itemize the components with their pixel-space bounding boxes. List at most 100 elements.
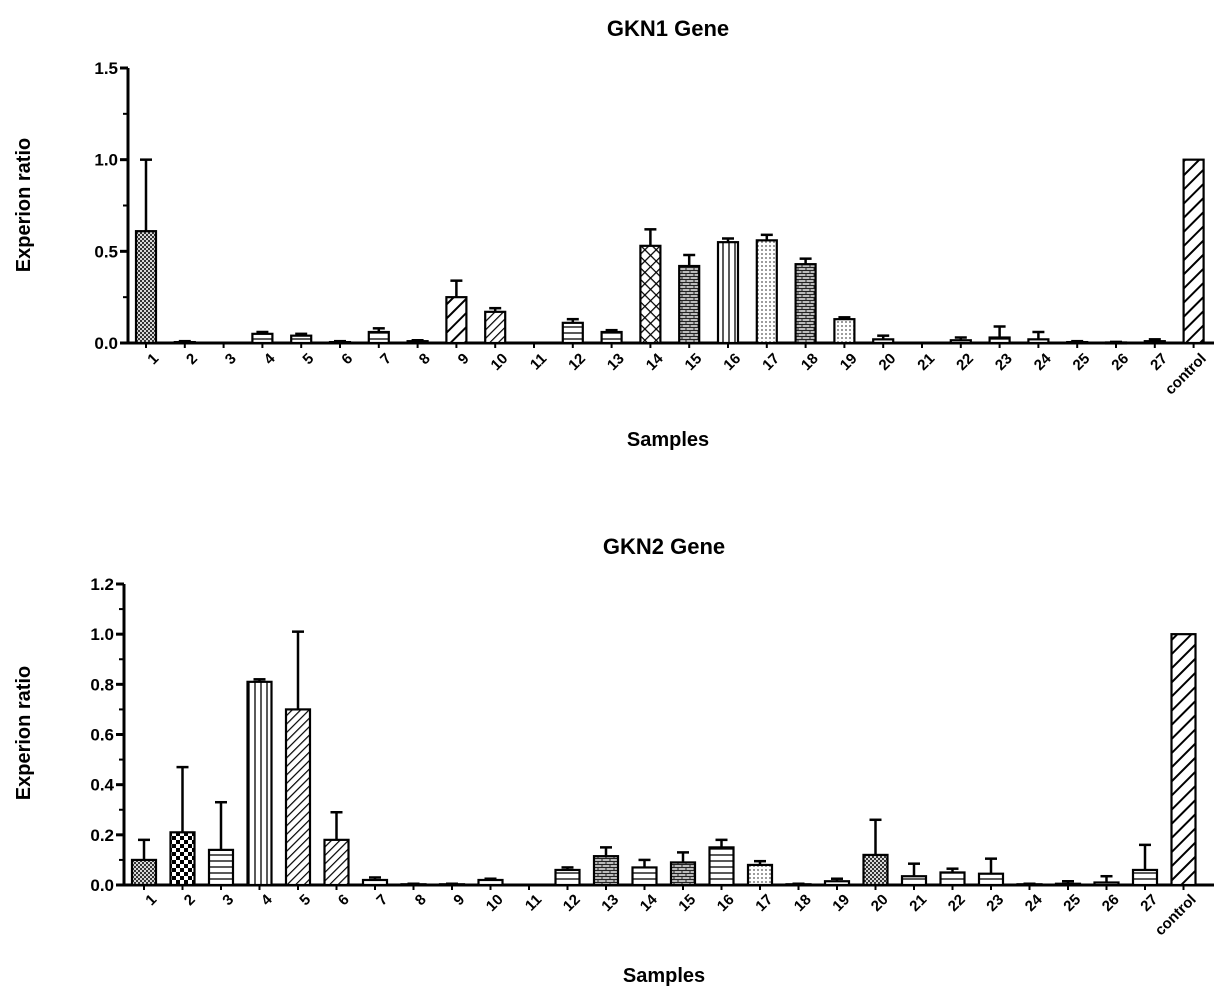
y-tick-label: 0.5 <box>94 242 118 261</box>
bar <box>825 881 849 885</box>
bar <box>556 870 580 885</box>
x-tick-label: 9 <box>455 350 473 368</box>
bar <box>286 709 310 885</box>
bar <box>679 266 699 343</box>
bar <box>796 264 816 343</box>
x-axis-label: Samples <box>623 965 705 987</box>
x-tick-label: 21 <box>906 891 930 915</box>
x-tick-label: 18 <box>791 891 815 915</box>
x-tick-label: 27 <box>1137 891 1161 915</box>
bar <box>864 855 888 885</box>
bar <box>1133 870 1157 885</box>
x-tick-label: 22 <box>953 350 977 374</box>
x-tick-label: 15 <box>675 891 699 915</box>
x-tick-label: 26 <box>1099 891 1123 915</box>
x-axis-label: Samples <box>627 429 709 451</box>
x-tick-label: 23 <box>992 350 1016 374</box>
y-tick-label: 1.0 <box>94 151 118 170</box>
bar <box>1056 884 1080 885</box>
x-tick-label: 2 <box>181 891 199 909</box>
bar <box>941 872 965 885</box>
bar <box>363 880 387 885</box>
bar <box>1095 882 1119 885</box>
x-tick-label: 26 <box>1108 350 1132 374</box>
x-tick-label: 6 <box>338 350 356 368</box>
y-tick-label: 0.6 <box>90 726 114 745</box>
x-tick-label: 22 <box>945 891 969 915</box>
x-tick-label: control <box>1152 891 1200 939</box>
bar <box>1184 160 1204 343</box>
x-tick-label: 27 <box>1147 350 1171 374</box>
x-tick-label: 13 <box>604 350 628 374</box>
x-tick-label: 4 <box>261 350 279 368</box>
x-tick-label: 25 <box>1070 350 1094 374</box>
bar <box>757 240 777 343</box>
x-tick-label: 8 <box>416 350 434 368</box>
x-tick-label: 11 <box>527 350 550 373</box>
x-tick-label: 24 <box>1022 891 1046 915</box>
x-tick-label: 17 <box>759 350 783 374</box>
x-tick-label: 16 <box>720 350 744 374</box>
y-tick-label: 1.2 <box>90 575 114 594</box>
bar <box>1145 341 1165 343</box>
x-tick-label: 21 <box>914 350 938 374</box>
bar <box>479 880 503 885</box>
x-tick-label: 4 <box>258 891 276 909</box>
x-tick-label: 19 <box>837 350 861 374</box>
y-axis-label: Experion ratio <box>13 138 35 272</box>
x-tick-label: 2 <box>183 350 201 368</box>
bar <box>748 865 772 885</box>
x-tick-label: 6 <box>335 891 353 909</box>
x-tick-label: 14 <box>637 891 661 915</box>
bar <box>136 231 156 343</box>
x-tick-label: 1 <box>144 350 162 368</box>
x-tick-label: 20 <box>868 891 892 915</box>
bar <box>209 850 233 885</box>
bar <box>1172 634 1196 885</box>
bar <box>325 840 349 885</box>
bar <box>902 876 926 885</box>
x-tick-label: 8 <box>412 891 430 909</box>
bar <box>602 332 622 343</box>
x-tick-label: 7 <box>377 350 395 368</box>
x-tick-label: 17 <box>752 891 776 915</box>
bar <box>1028 339 1048 343</box>
x-tick-label: 15 <box>682 350 706 374</box>
x-tick-label: 24 <box>1031 350 1055 374</box>
bar <box>671 862 695 885</box>
x-tick-label: 3 <box>219 891 237 909</box>
bar <box>873 339 893 343</box>
bar <box>990 338 1010 344</box>
x-tick-label: 18 <box>798 350 822 374</box>
bar <box>171 832 195 885</box>
y-axis-label: Experion ratio <box>13 666 35 800</box>
chart-title: GKN1 Gene <box>607 16 729 41</box>
bar <box>710 847 734 885</box>
x-tick-label: 10 <box>483 891 507 915</box>
y-tick-label: 1.5 <box>94 59 118 78</box>
x-tick-label: 13 <box>598 891 622 915</box>
bar <box>834 319 854 343</box>
y-tick-label: 1.0 <box>90 625 114 644</box>
chart-title: GKN2 Gene <box>603 534 725 559</box>
x-tick-label: 5 <box>296 891 314 909</box>
bar <box>291 336 311 343</box>
bar <box>248 682 272 885</box>
x-tick-label: 19 <box>829 891 853 915</box>
y-tick-label: 0.0 <box>90 876 114 895</box>
bar <box>979 874 1003 885</box>
y-tick-label: 0.8 <box>90 675 114 694</box>
x-tick-label: 12 <box>560 891 584 915</box>
x-tick-label: 23 <box>983 891 1007 915</box>
bar <box>633 867 657 885</box>
x-tick-label: 9 <box>450 891 468 909</box>
x-tick-label: 12 <box>565 350 589 374</box>
bar <box>132 860 156 885</box>
y-tick-label: 0.4 <box>90 776 114 795</box>
bar <box>369 332 389 343</box>
x-tick-label: control <box>1162 350 1210 398</box>
bar <box>252 334 272 343</box>
bar <box>594 856 618 885</box>
